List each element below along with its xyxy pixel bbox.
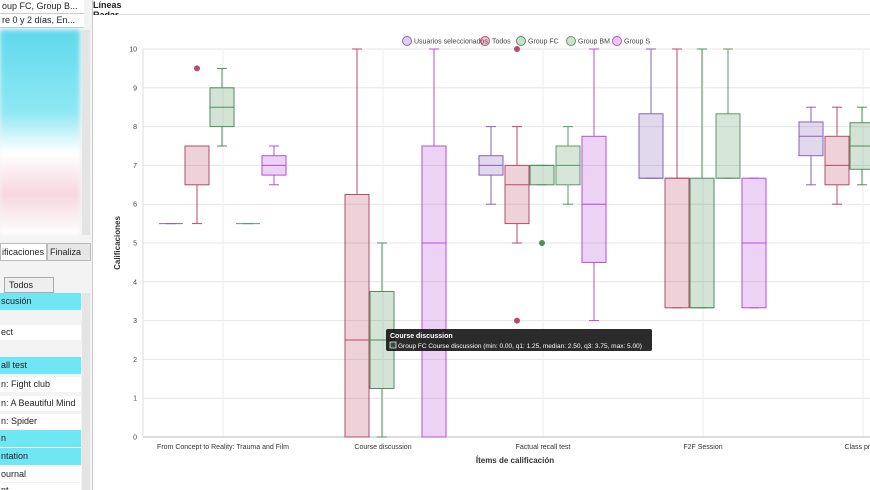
y-axis-title: Calificaciones [113, 216, 122, 270]
list-item[interactable]: ect [0, 325, 81, 340]
x-axis-title: Ítems de calificación [476, 456, 554, 465]
outlier [539, 240, 545, 246]
outlier [514, 317, 520, 324]
legend-label: Group BM [578, 39, 610, 46]
x-tick-label: F2F Session [683, 444, 722, 451]
list-item[interactable]: ournal [0, 467, 81, 482]
legend-marker [566, 36, 576, 46]
list-item[interactable]: all test [0, 357, 81, 374]
sidebar: oup FC, Group B... re 0 y 2 días, En... … [0, 0, 93, 490]
date-select[interactable]: re 0 y 2 días, En... [0, 14, 84, 28]
y-tick-label: 8 [133, 124, 137, 131]
box [689, 177, 715, 309]
scrollbar [82, 30, 90, 235]
legend-marker [480, 36, 490, 46]
filter-select[interactable]: Todos [4, 277, 54, 293]
box [504, 164, 530, 225]
list-item[interactable]: n: Fight club [0, 377, 81, 392]
box [664, 177, 690, 309]
outlier [514, 46, 520, 52]
scrollbar [82, 293, 90, 490]
legend-marker [516, 36, 526, 46]
legend-marker [402, 36, 412, 46]
x-tick-label: Factual recall test [516, 444, 571, 451]
list-item[interactable]: scusión [0, 293, 81, 310]
y-tick-label: 0 [133, 435, 137, 442]
tooltip-text: Group FC Course discussion (min: 0.00, q… [398, 343, 642, 350]
y-tick-label: 2 [133, 357, 137, 364]
tab-bar: LíneasRadarBoxplotViolínCalificacionesCa… [93, 0, 870, 105]
side-tab[interactable]: Finaliza [47, 243, 91, 261]
y-tick-label: 7 [133, 163, 137, 170]
y-tick-label: 3 [133, 318, 137, 325]
y-tick-label: 1 [133, 396, 137, 403]
y-tick-label: 9 [133, 85, 137, 92]
list-item[interactable]: n [0, 430, 81, 447]
box [638, 113, 664, 179]
legend-label: Group S [624, 39, 650, 46]
list-item[interactable]: ntation [0, 448, 81, 465]
box [824, 135, 850, 186]
legend-label: Group FC [528, 39, 559, 46]
outlier [194, 65, 200, 72]
x-tick-label: From Concept to Reality: Trauma and Film [157, 444, 289, 451]
x-tick-label: Course discussion [354, 444, 411, 451]
legend-label: Usuarios seleccionados [414, 39, 488, 46]
side-tab[interactable]: ificaciones [0, 243, 47, 261]
list-item[interactable]: n: Spider [0, 414, 81, 429]
box [798, 121, 824, 157]
list-item[interactable]: n: A Beautiful Mind [0, 396, 81, 411]
box [344, 194, 370, 438]
box [421, 145, 447, 438]
x-tick-label: Class prese [845, 444, 870, 451]
tooltip-title: Course discussion [390, 333, 453, 340]
tab[interactable]: Líneas [93, 0, 122, 10]
y-tick-label: 10 [129, 47, 137, 54]
box [715, 113, 741, 179]
group-select[interactable]: oup FC, Group B... [0, 0, 84, 14]
box [529, 164, 555, 186]
tooltip-swatch [389, 341, 397, 349]
legend-marker [612, 36, 622, 46]
box [581, 135, 607, 263]
y-tick-label: 5 [133, 241, 137, 248]
chart: Calificaciones Ítems de calificación 0 1 2… [93, 15, 870, 490]
legend-label: Todos [492, 39, 511, 46]
list-item[interactable]: nt [0, 483, 81, 490]
y-tick-label: 4 [133, 279, 137, 286]
box [184, 145, 210, 186]
tooltip [386, 329, 652, 351]
blurred-list [0, 30, 80, 235]
y-tick-label: 6 [133, 202, 137, 209]
